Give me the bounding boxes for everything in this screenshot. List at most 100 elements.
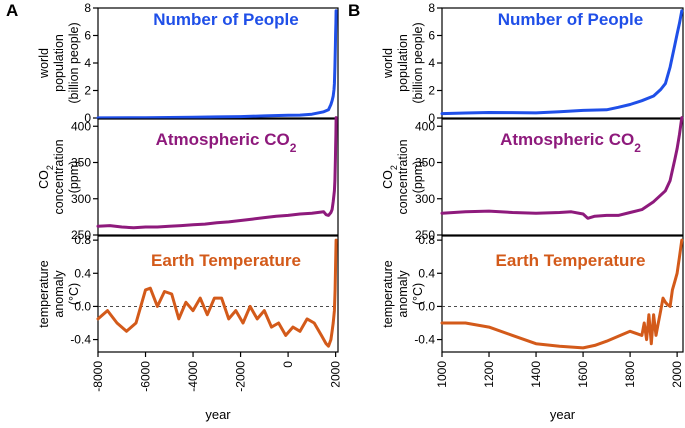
y-tick-label: 2 [428, 84, 435, 98]
y-tick-label: 0.0 [418, 299, 435, 313]
row-1: 250300350400CO2concentration(ppm)Atmosph… [381, 116, 684, 242]
y-axis-label: worldpopulation(billion people) [37, 22, 81, 103]
y-tick-label: 0.0 [74, 299, 91, 313]
panel-letter: A [6, 1, 18, 20]
x-tick-label: -6000 [139, 361, 153, 392]
y-axis-label: CO2concentration(ppm) [381, 139, 425, 214]
y-tick-label: 0 [428, 111, 435, 125]
y-axis-label-line: world [381, 48, 395, 79]
x-tick-label: 1200 [482, 361, 496, 388]
y-axis-label-line: (ppm) [411, 161, 425, 194]
x-tick-label: 1000 [435, 361, 449, 388]
x-tick-label: 1400 [529, 361, 543, 388]
row-1: 250300350400CO2concentration(ppm)Atmosph… [37, 116, 339, 242]
plot-frame [441, 235, 684, 353]
y-tick-label: 6 [428, 29, 435, 43]
x-tick-label: 1800 [623, 361, 637, 388]
plot-frame [97, 118, 339, 236]
y-axis-label-line: temperature [381, 260, 395, 327]
y-tick-label: 0.4 [74, 266, 91, 280]
chart-title-text: Atmospheric CO [500, 130, 634, 149]
y-axis-label-line: concentration [396, 139, 410, 214]
y-tick-label: 250 [71, 228, 91, 242]
chart-title: Atmospheric CO2 [156, 130, 297, 155]
row-2: -0.4 0.0 0.4 0.8 temperatureanomaly(°C) Earth… [381, 233, 684, 353]
y-tick-label: 0.8 [74, 233, 91, 247]
y-tick-label: 300 [71, 192, 91, 206]
row-2: -0.4 0.0 0.4 0.8 temperatureanomaly(°C) Earth… [37, 233, 339, 353]
y-axis-label-line: population [52, 34, 66, 92]
x-tick-label: 0 [281, 361, 295, 368]
chart-title-text: Number of People [498, 10, 643, 29]
y-axis-label-line: concentration [52, 139, 66, 214]
y-axis-label-subscript: 2 [389, 165, 399, 170]
y-axis-label-subscript: 2 [45, 165, 55, 170]
chart-title: Earth Temperature [151, 251, 301, 270]
series-line [440, 238, 684, 350]
y-axis-label-line: (billion people) [67, 22, 81, 103]
y-axis-label: CO2concentration(ppm) [37, 139, 81, 214]
chart-title: Number of People [153, 10, 298, 29]
y-tick-label: 350 [71, 156, 91, 170]
chart-title: Earth Temperature [496, 251, 646, 270]
y-axis-label-line: anomaly [52, 270, 66, 318]
y-axis-label-line: CO [37, 170, 51, 189]
series-line [440, 9, 684, 116]
panel-letter: B [348, 1, 360, 20]
series-line [440, 116, 684, 220]
y-tick-label: 8 [84, 1, 91, 15]
x-tick-label: -2000 [234, 361, 248, 392]
plot-frame [441, 118, 684, 236]
y-axis-label: temperatureanomaly(°C) [37, 260, 81, 327]
x-axis-label: year [550, 407, 576, 422]
y-axis-label-line: CO [381, 170, 395, 189]
y-tick-label: 350 [415, 156, 435, 170]
y-axis-label-line: temperature [37, 260, 51, 327]
chart-title-subscript: 2 [634, 141, 641, 155]
chart-title: Number of People [498, 10, 643, 29]
x-tick-label: 2000 [670, 361, 684, 388]
y-tick-label: 400 [71, 119, 91, 133]
series-line [96, 116, 338, 230]
y-axis-label-line: (°C) [67, 283, 81, 305]
y-axis-label-line: (ppm) [67, 161, 81, 194]
chart-title-text: Earth Temperature [151, 251, 301, 270]
y-axis-label-line: anomaly [396, 270, 410, 318]
chart-title-text: Atmospheric CO [156, 130, 290, 149]
y-axis-label-line: world [37, 48, 51, 79]
y-tick-label: 0.4 [418, 266, 435, 280]
x-axis-label: year [205, 407, 231, 422]
y-tick-label: -0.4 [414, 333, 435, 347]
y-tick-label: 0.8 [418, 233, 435, 247]
series-line [96, 9, 338, 120]
y-axis-label-line: population [396, 34, 410, 92]
y-tick-label: 4 [428, 56, 435, 70]
y-tick-label: 2 [84, 84, 91, 98]
y-tick-label: -0.4 [70, 333, 91, 347]
x-tick-label: 2000 [329, 361, 343, 388]
y-tick-label: 6 [84, 29, 91, 43]
y-tick-label: 8 [428, 1, 435, 15]
x-tick-label: -8000 [91, 361, 105, 392]
series-line [96, 238, 338, 348]
y-tick-label: 250 [415, 228, 435, 242]
plot-frame [97, 235, 339, 353]
y-tick-label: 300 [415, 192, 435, 206]
x-tick-label: -4000 [186, 361, 200, 392]
y-axis-label: worldpopulation(billion people) [381, 22, 425, 103]
y-tick-label: 0 [84, 111, 91, 125]
chart-title-subscript: 2 [290, 141, 297, 155]
y-tick-label: 4 [84, 56, 91, 70]
y-axis-label-line: (billion people) [411, 22, 425, 103]
chart-title: Atmospheric CO2 [500, 130, 641, 155]
chart-title-text: Earth Temperature [496, 251, 646, 270]
y-tick-label: 400 [415, 119, 435, 133]
x-tick-label: 1600 [576, 361, 590, 388]
y-axis-label: temperatureanomaly(°C) [381, 260, 425, 327]
chart-title-text: Number of People [153, 10, 298, 29]
